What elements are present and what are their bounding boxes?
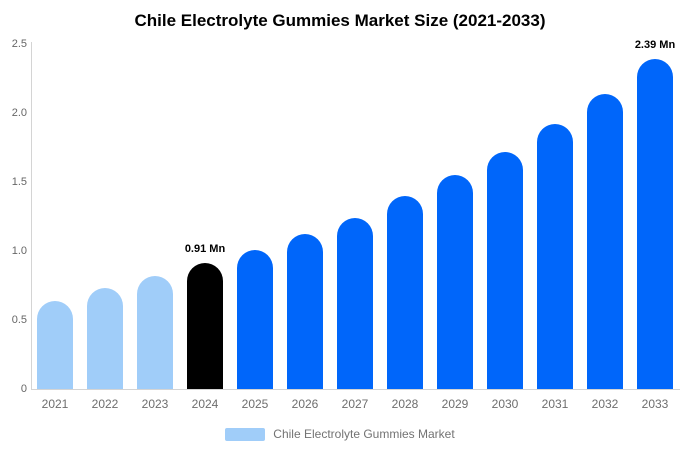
- x-axis-label-2027: 2027: [341, 397, 369, 411]
- bar-2028: [387, 196, 423, 389]
- bar-2033: [637, 59, 673, 389]
- bar-2030: [487, 152, 523, 389]
- bar-2021: [37, 301, 73, 389]
- y-axis-line: [31, 42, 32, 390]
- legend[interactable]: Chile Electrolyte Gummies Market: [0, 426, 680, 442]
- bar-2025: [237, 250, 273, 389]
- bar-2022: [87, 288, 123, 389]
- x-axis-line: [31, 389, 680, 390]
- bar-2024: [187, 263, 223, 389]
- x-axis-label-2028: 2028: [391, 397, 419, 411]
- x-axis-label-2032: 2032: [591, 397, 619, 411]
- chart-title: Chile Electrolyte Gummies Market Size (2…: [134, 11, 546, 30]
- bar-2026: [287, 234, 323, 389]
- x-axis-label-2024: 2024: [191, 397, 219, 411]
- x-axis-label-2030: 2030: [491, 397, 519, 411]
- x-axis-label-2025: 2025: [241, 397, 269, 411]
- x-axis-label-2031: 2031: [541, 397, 569, 411]
- bar-2031: [537, 124, 573, 389]
- y-axis-tick-label: 0: [20, 383, 27, 395]
- x-axis-label-2022: 2022: [91, 397, 119, 411]
- bar-2023: [137, 276, 173, 389]
- y-axis-tick-label: 1.0: [11, 245, 27, 257]
- legend-label: Chile Electrolyte Gummies Market: [273, 427, 455, 441]
- x-axis-label-2029: 2029: [441, 397, 469, 411]
- x-axis-label-2033: 2033: [641, 397, 669, 411]
- bar-value-label-2024: 0.91 Mn: [184, 243, 226, 255]
- legend-swatch: [225, 427, 266, 441]
- y-axis-tick-label: 0.5: [11, 314, 27, 326]
- x-axis-label-2023: 2023: [141, 397, 169, 411]
- y-axis-tick-label: 1.5: [11, 176, 27, 188]
- y-axis-tick-label: 2.0: [11, 107, 27, 119]
- bar-2027: [337, 218, 373, 389]
- x-axis-label-2026: 2026: [291, 397, 319, 411]
- bar-2029: [437, 175, 473, 389]
- bar-value-label-2033: 2.39 Mn: [634, 39, 676, 51]
- x-axis-label-2021: 2021: [41, 397, 69, 411]
- bar-2032: [587, 94, 623, 389]
- y-axis-tick-label: 2.5: [11, 38, 27, 50]
